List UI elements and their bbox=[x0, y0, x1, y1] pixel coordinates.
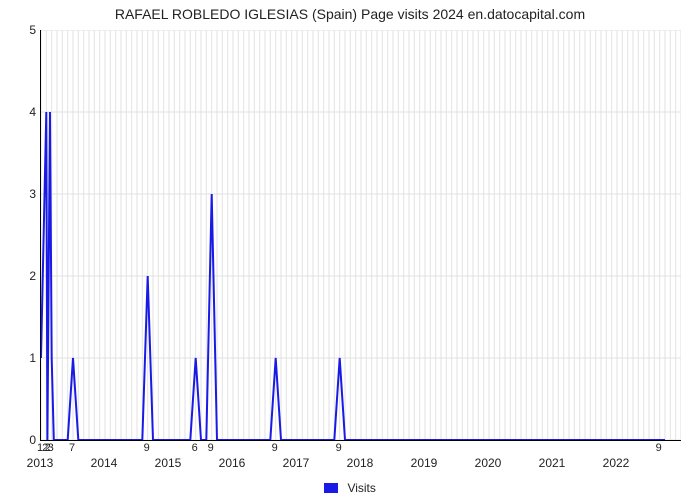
x-month-label: 9 bbox=[336, 442, 342, 454]
x-year-label: 2016 bbox=[219, 456, 246, 470]
x-year-label: 2017 bbox=[283, 456, 310, 470]
x-year-label: 2014 bbox=[91, 456, 118, 470]
x-month-label: 9 bbox=[208, 442, 214, 454]
x-month-label: 9 bbox=[144, 442, 150, 454]
x-year-label: 2020 bbox=[475, 456, 502, 470]
y-tick-label: 3 bbox=[6, 187, 36, 201]
y-tick-label: 2 bbox=[6, 269, 36, 283]
y-tick-label: 1 bbox=[6, 351, 36, 365]
x-year-label: 2018 bbox=[347, 456, 374, 470]
x-year-label: 2022 bbox=[603, 456, 630, 470]
x-year-label: 2021 bbox=[539, 456, 566, 470]
x-year-label: 2019 bbox=[411, 456, 438, 470]
plot-area bbox=[40, 30, 681, 441]
legend: Visits bbox=[0, 480, 700, 495]
legend-label: Visits bbox=[347, 481, 375, 495]
x-month-label: 9 bbox=[272, 442, 278, 454]
plot-svg bbox=[41, 30, 681, 440]
grid bbox=[41, 30, 681, 440]
x-month-label: 9 bbox=[656, 442, 662, 454]
chart-container: RAFAEL ROBLEDO IGLESIAS (Spain) Page vis… bbox=[0, 0, 700, 500]
x-year-label: 2015 bbox=[155, 456, 182, 470]
legend-swatch bbox=[324, 483, 338, 493]
y-tick-label: 5 bbox=[6, 23, 36, 37]
y-tick-label: 0 bbox=[6, 433, 36, 447]
x-year-label: 2013 bbox=[27, 456, 54, 470]
chart-title: RAFAEL ROBLEDO IGLESIAS (Spain) Page vis… bbox=[0, 6, 700, 22]
x-month-label: 6 bbox=[192, 442, 198, 454]
x-month-label: 7 bbox=[69, 442, 75, 454]
y-tick-label: 4 bbox=[6, 105, 36, 119]
x-month-label: 3 bbox=[48, 442, 54, 454]
